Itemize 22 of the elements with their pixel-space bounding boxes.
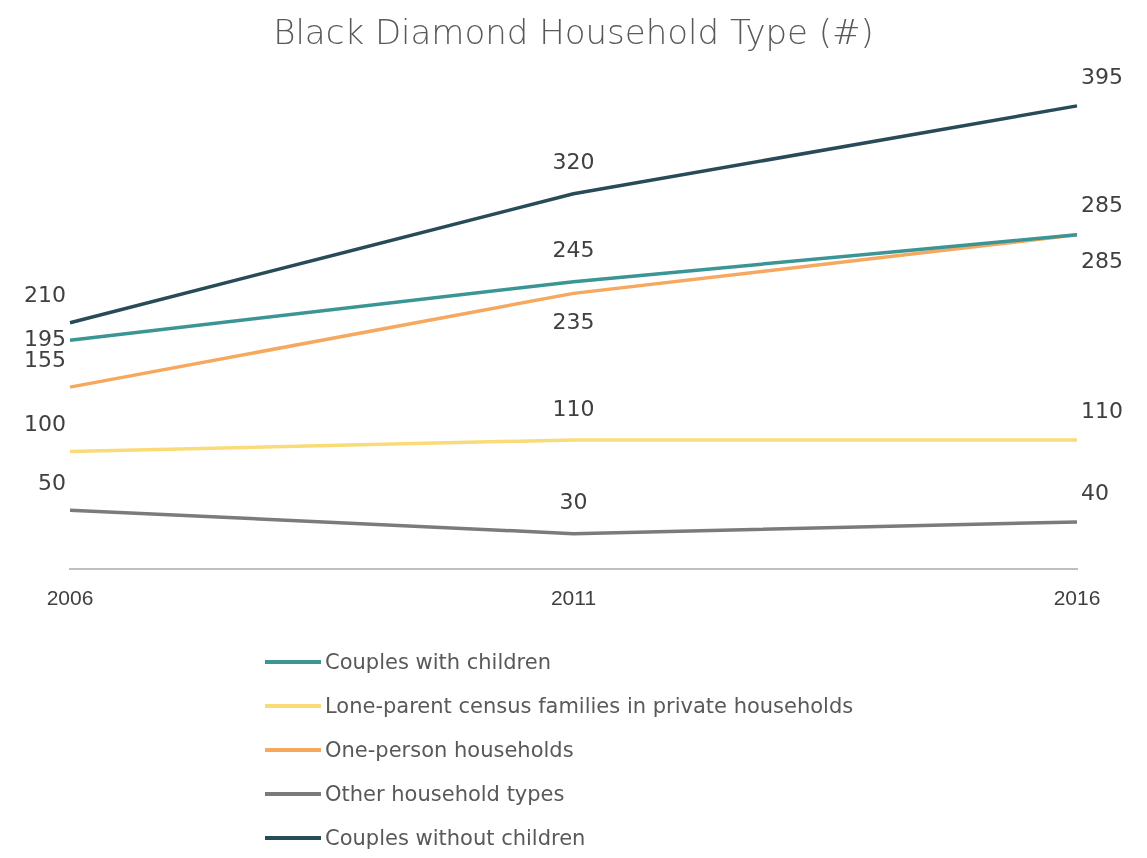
legend-label: Lone-parent census families in private households: [325, 694, 854, 718]
data-label: 110: [1081, 397, 1123, 423]
x-tick-label: 2006: [46, 586, 94, 610]
chart-title: Black Diamond Household Type (#): [272, 12, 875, 54]
x-tick-label: 2011: [550, 586, 597, 610]
data-label: 30: [559, 489, 588, 515]
legend-label: Couples without children: [325, 826, 586, 850]
data-label: 285: [1081, 192, 1123, 218]
data-label: 395: [1081, 63, 1123, 89]
data-label: 100: [24, 411, 66, 437]
data-label: 110: [552, 395, 595, 421]
x-tick-label: 2016: [1053, 586, 1101, 610]
data-label: 235: [552, 309, 595, 335]
data-label: 40: [1081, 479, 1109, 505]
data-label: 210: [24, 282, 66, 308]
legend-label: Other household types: [325, 782, 565, 806]
data-label: 285: [1081, 248, 1123, 274]
data-label: 50: [38, 469, 66, 495]
data-label: 320: [552, 149, 595, 175]
legend-label: Couples with children: [325, 650, 552, 674]
legend-label: One-person households: [325, 738, 574, 762]
data-label: 245: [552, 237, 595, 263]
